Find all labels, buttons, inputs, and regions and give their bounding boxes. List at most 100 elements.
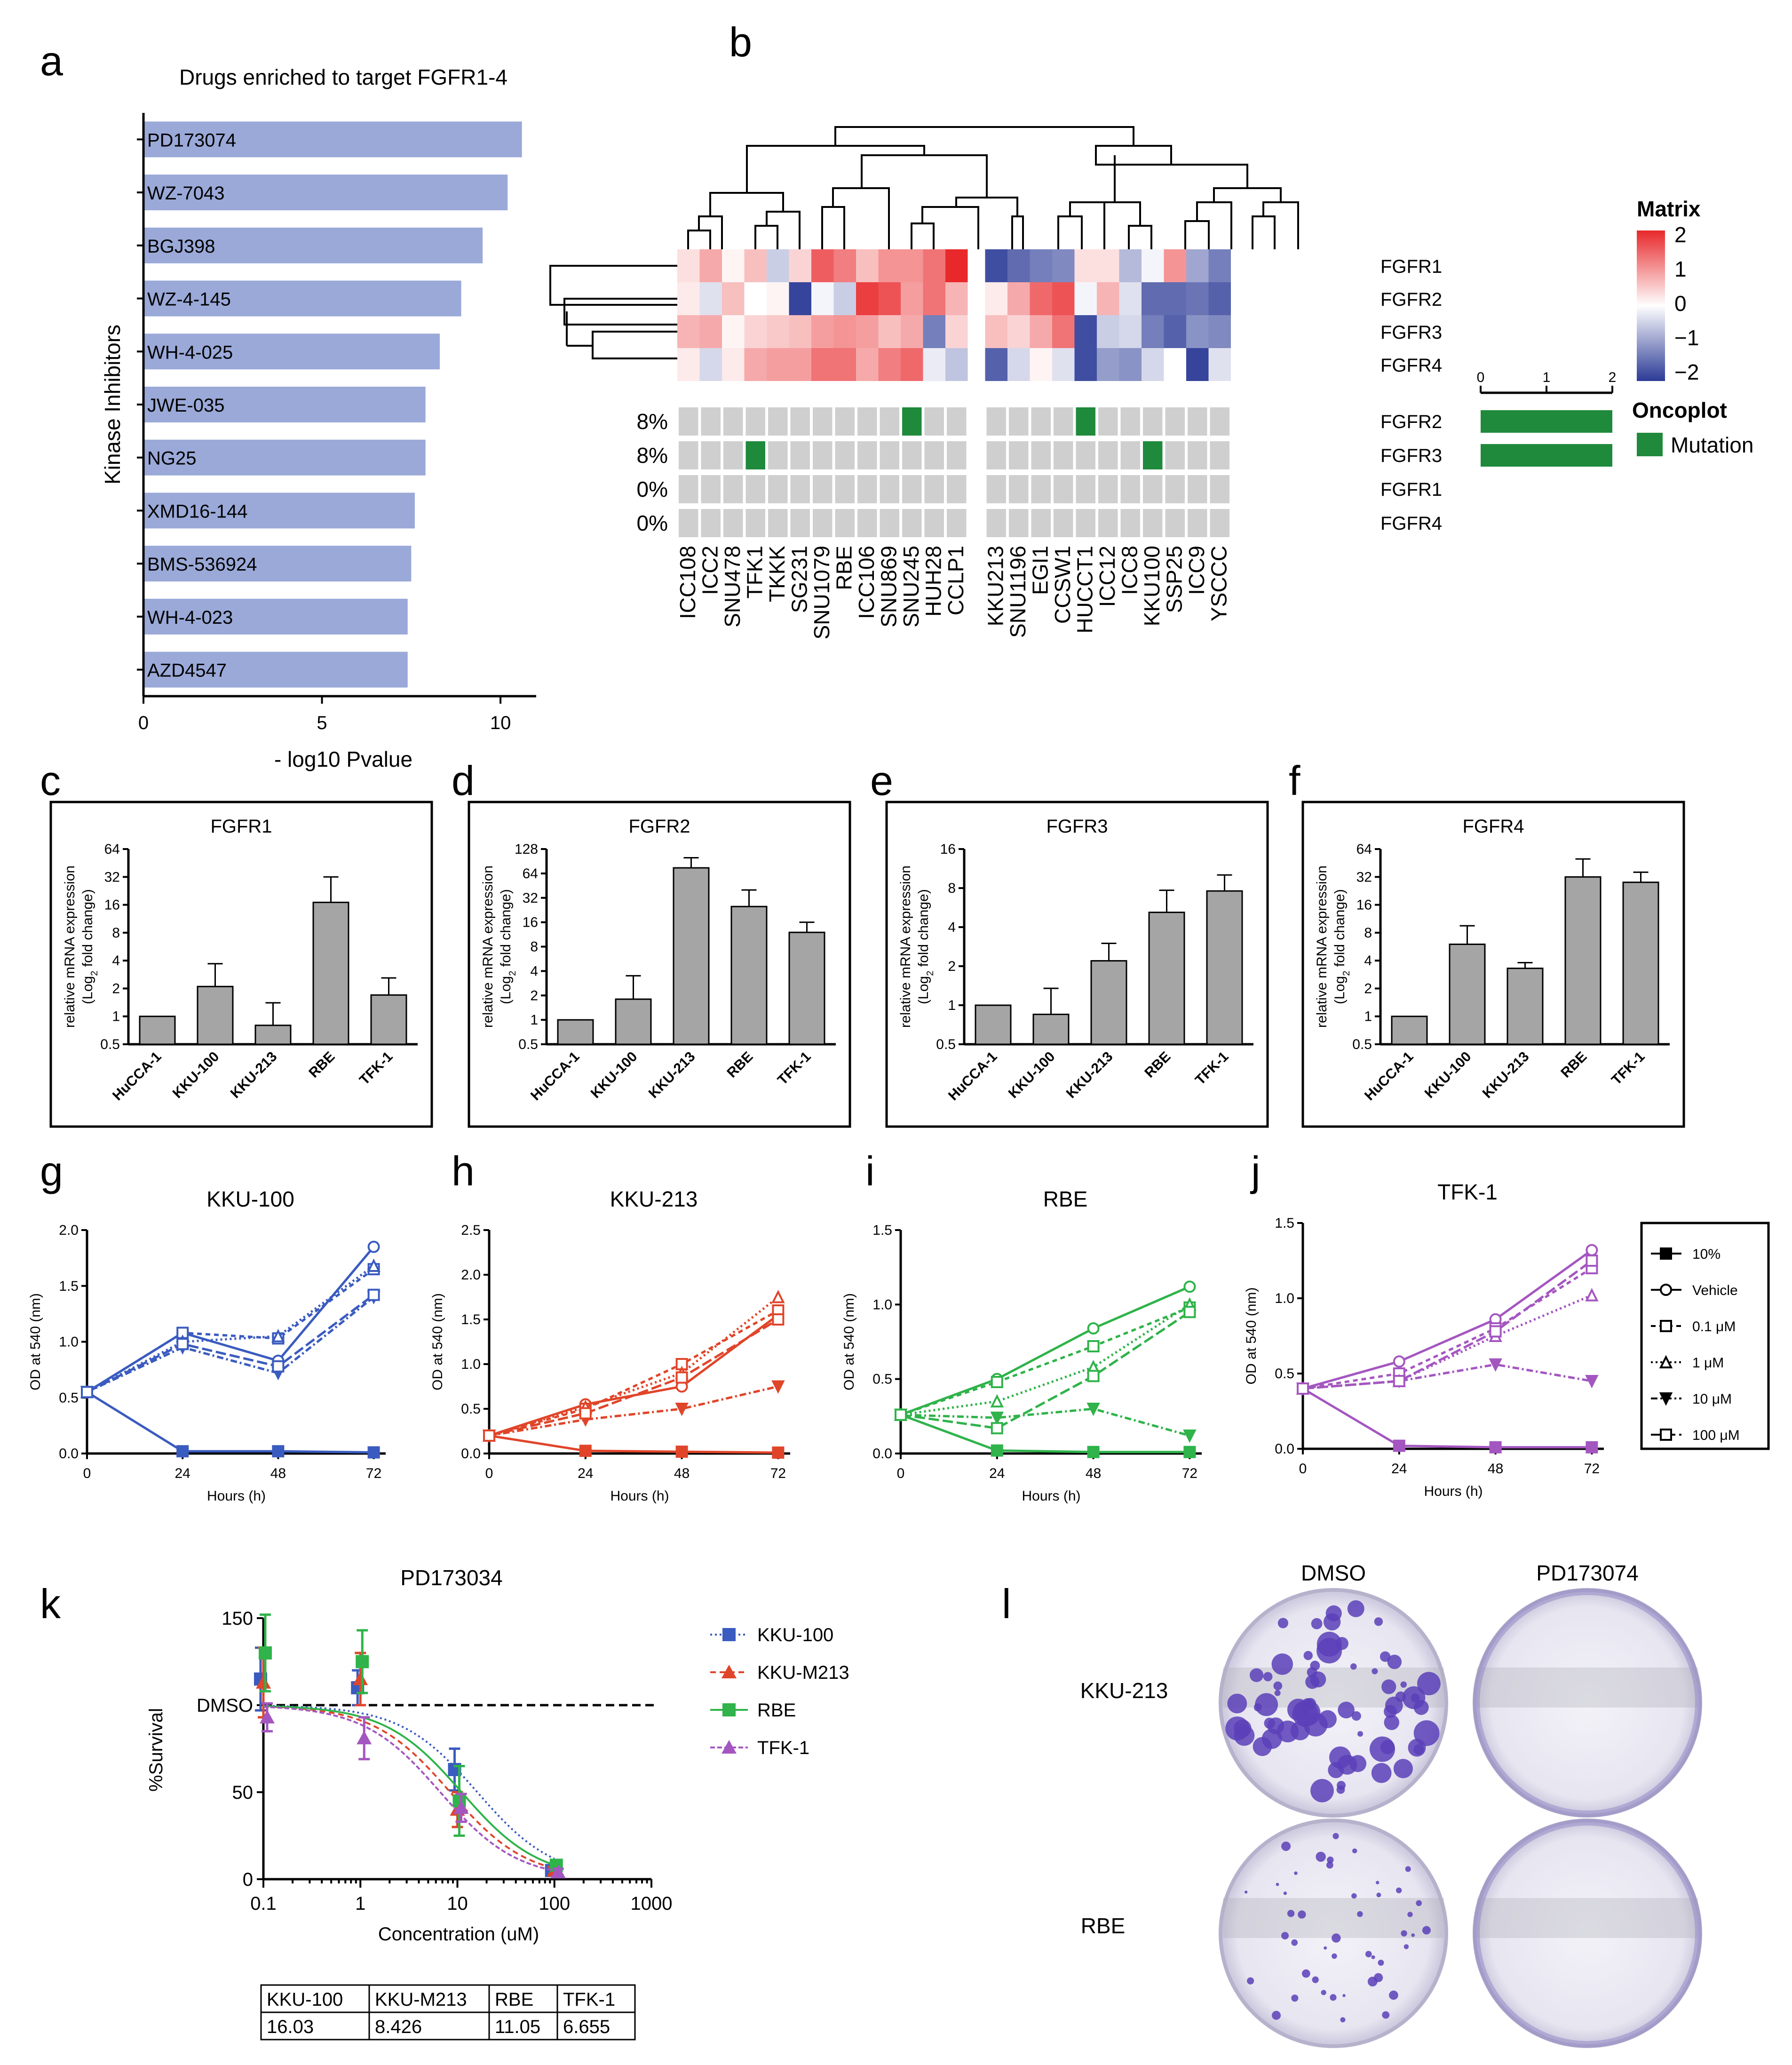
bar-KKU-100 — [1032, 1013, 1070, 1045]
heatmap-cell — [901, 315, 923, 348]
cell-line-label: ICC8 — [1117, 546, 1142, 595]
colony — [1422, 1926, 1431, 1935]
data-point — [176, 1445, 189, 1458]
oncoplot-cell — [1098, 407, 1118, 436]
data-point — [772, 1446, 785, 1459]
heatmap-cell — [856, 282, 879, 315]
oncoplot-cell — [880, 475, 899, 503]
oncoplot-cell — [1165, 509, 1185, 537]
colony — [1294, 1700, 1321, 1726]
column-label-pd173074: PD173074 — [1536, 1561, 1638, 1585]
oncoplot-cell — [902, 509, 922, 537]
bar-BGJ398 — [143, 227, 483, 263]
panel-frame — [885, 801, 1269, 1128]
data-point — [1659, 1392, 1673, 1406]
heatmap-cell — [1052, 315, 1075, 348]
data-point — [990, 1394, 1004, 1408]
dendrogram-branch — [1262, 201, 1299, 249]
ytick-label: 1.0 — [872, 1297, 892, 1312]
panel-label-f: f — [1289, 757, 1300, 804]
table-header-text: KKU-100 — [267, 1989, 343, 2010]
oncoplot-gene: FGFR2 — [1380, 412, 1442, 432]
ytick-label: 1 — [530, 1012, 538, 1028]
cell-line-label: EGI1 — [1028, 546, 1052, 595]
legend-frame — [1640, 1222, 1770, 1450]
legend-label: KKU-M213 — [757, 1662, 849, 1683]
dmso-label: DMSO — [197, 1695, 253, 1716]
xtick-label: 0 — [83, 1466, 91, 1481]
heatmap-cell — [1030, 315, 1052, 348]
oncoplot-cell — [723, 509, 743, 537]
heatmap-cell — [789, 315, 811, 348]
colony — [1387, 1654, 1402, 1669]
colony — [1350, 1663, 1357, 1670]
oncoplot-cell — [701, 441, 721, 469]
heatmap-cell — [1074, 348, 1097, 381]
colony — [1407, 1912, 1413, 1917]
heatmap-cell — [1030, 282, 1052, 315]
data-point — [675, 1371, 688, 1384]
xtick-label: 10 — [490, 713, 511, 733]
heatmap-cell — [878, 282, 901, 315]
colony — [1405, 1866, 1411, 1872]
series-line — [86, 1264, 375, 1393]
ytick-label: 0.5 — [100, 1037, 120, 1052]
table-value-text: 11.05 — [495, 2017, 540, 2037]
heatmap-cell — [744, 249, 767, 282]
series-line — [489, 1309, 779, 1437]
ylabel-part: (Log — [80, 976, 95, 1004]
cell-line-label: SNU869 — [876, 546, 901, 627]
oncoplot-cell — [1165, 475, 1185, 503]
bar-KKU-213 — [1507, 968, 1544, 1045]
oncoplot-cell — [813, 407, 833, 436]
heatmap-cell — [1119, 348, 1142, 381]
bar-label-PD173074: PD173074 — [147, 130, 236, 151]
bar-TFK-1 — [1206, 890, 1243, 1045]
ytick-label: 8 — [948, 881, 956, 896]
oncoplot-cell — [790, 509, 810, 537]
series-line — [1302, 1387, 1592, 1449]
cell-line-label: ICC12 — [1095, 546, 1119, 607]
oncoplot-cell — [947, 509, 967, 537]
oncoplot-cell — [880, 407, 899, 436]
colony — [1376, 1881, 1380, 1884]
table-header-cell — [556, 1984, 636, 2013]
bar-TFK-1 — [370, 994, 407, 1045]
heatmap-cell — [945, 315, 968, 348]
data-point — [367, 1258, 381, 1272]
heatmap-cell — [1164, 348, 1186, 381]
xtick-label: 72 — [366, 1466, 381, 1481]
y-axis-label-2: (Log2 fold change) — [498, 889, 518, 1004]
oncoplot-cell — [880, 441, 899, 469]
colony — [1290, 1721, 1310, 1740]
heatmap-cell — [1074, 315, 1097, 348]
colony — [1321, 1990, 1326, 1995]
heatmap-cell — [878, 315, 901, 348]
y-axis-label: OD at 540 (nm) — [841, 1293, 857, 1390]
oncoplot-cell — [902, 475, 922, 503]
colony — [1291, 1994, 1299, 2002]
heatmap-cell — [878, 348, 901, 381]
dendrogram-branch — [698, 215, 723, 230]
bar-label-JWE-035: JWE-035 — [147, 395, 225, 416]
panel-label-d: d — [452, 757, 475, 804]
series-line — [900, 1303, 1190, 1416]
oncoplot-cell — [947, 407, 967, 436]
bar-axis-tick-label: 2 — [1609, 370, 1617, 385]
data-point — [271, 1329, 285, 1342]
bar-KKU-100 — [197, 985, 234, 1045]
oncoplot-cell — [768, 475, 788, 503]
oncoplot-cell — [835, 441, 855, 469]
heatmap-legend-tick: −1 — [1674, 326, 1699, 350]
heatmap-cell — [856, 249, 879, 282]
colony — [1255, 1693, 1278, 1716]
oncoplot-cell — [679, 475, 698, 503]
heatmap-cell — [811, 315, 834, 348]
ytick-label: 0.5 — [1275, 1366, 1294, 1382]
oncoplot-cell — [1165, 441, 1185, 469]
oncoplot-cell — [679, 441, 698, 469]
oncoplot-cell — [1143, 475, 1163, 503]
dendrogram-branch — [834, 126, 1134, 146]
heatmap-cell — [1186, 249, 1209, 282]
oncoplot-cell — [857, 441, 877, 469]
